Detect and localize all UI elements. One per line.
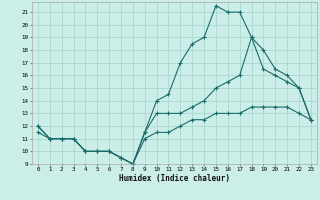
X-axis label: Humidex (Indice chaleur): Humidex (Indice chaleur) xyxy=(119,174,230,183)
